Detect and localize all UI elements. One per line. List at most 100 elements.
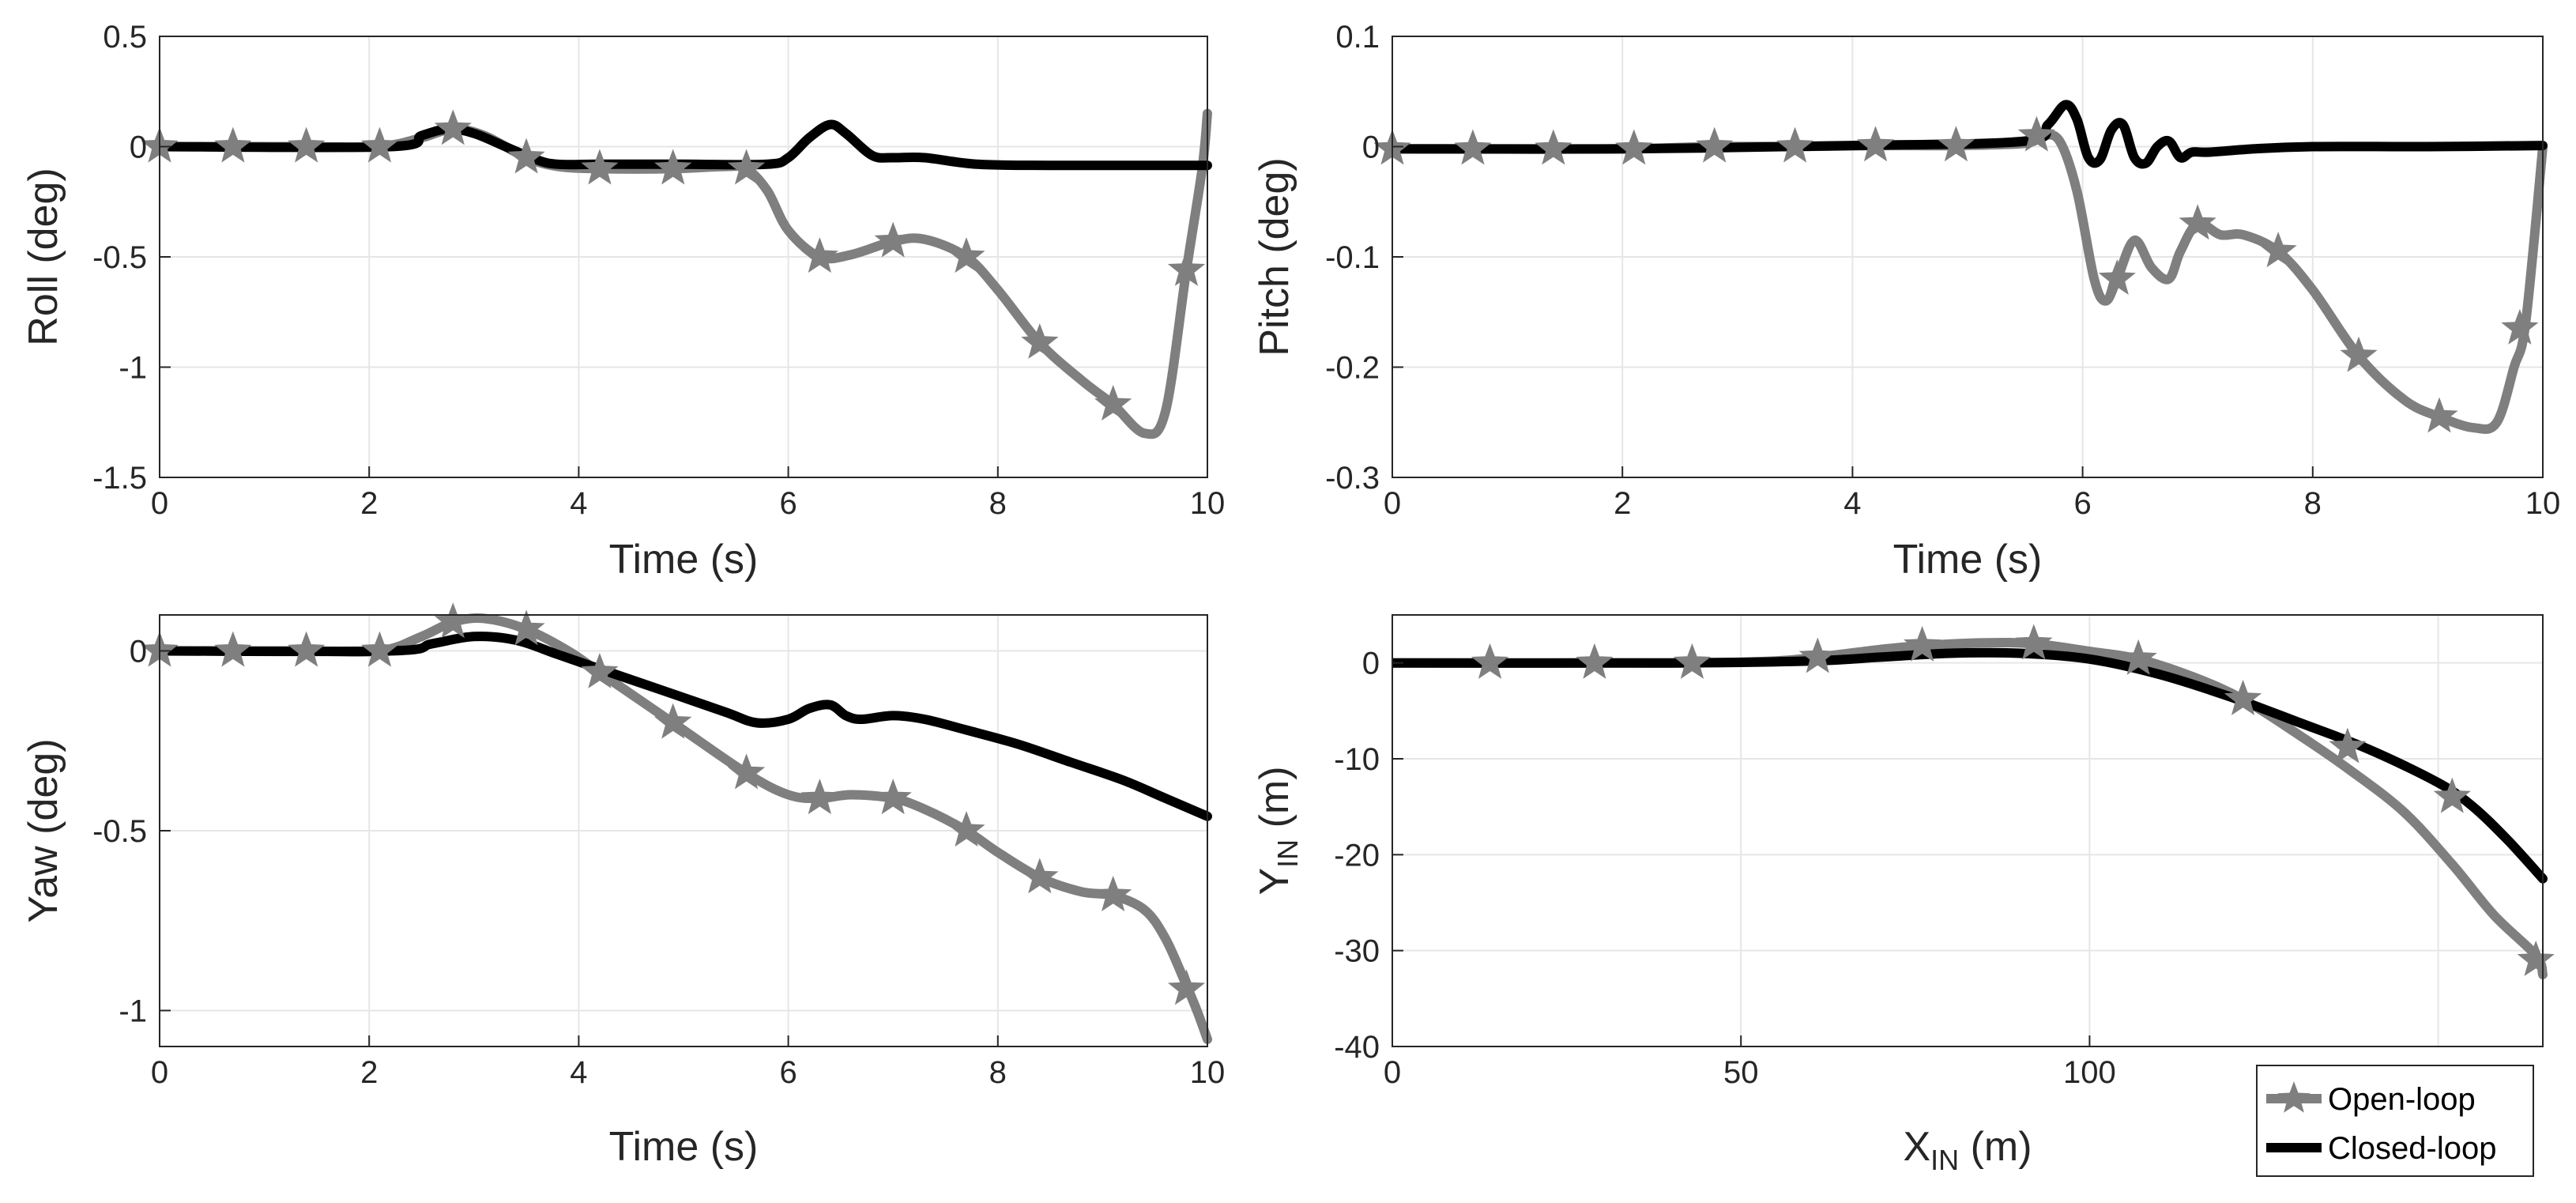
- roll-y-tick-label: 0.5: [103, 20, 147, 55]
- pitch-markers: [1373, 115, 2539, 433]
- yaw-ticks: 0 2 4 6 8 10 0 -0.5 -1: [92, 635, 1225, 1091]
- yaw-x-tick-label: 2: [360, 1055, 378, 1090]
- pitch-open-loop-marker: [2501, 308, 2539, 345]
- yaw-y-tick-label: -0.5: [92, 814, 147, 849]
- pitch-open-loop-marker: [2340, 336, 2378, 372]
- yaw-open-loop-marker: [727, 753, 766, 790]
- pitch-panel: 0 2 4 6 8 10 0.1 0 -0.1 -0.2 -0.3 Time (s) Pitch (…: [1252, 20, 2560, 583]
- yaw-markers: [141, 602, 1206, 1005]
- roll-x-tick-label: 10: [1190, 486, 1226, 521]
- pitch-open-loop-marker: [1937, 126, 1975, 162]
- traj-open-loop-marker: [2224, 679, 2262, 715]
- yaw-x-tick-label: 0: [151, 1055, 168, 1090]
- roll-x-tick-label: 4: [570, 486, 587, 521]
- yaw-open-loop-marker: [1094, 876, 1132, 912]
- legend-open-loop-label: Open-loop: [2328, 1082, 2476, 1117]
- yaw-open-loop-marker: [1167, 969, 1206, 1005]
- legend-box: [2256, 1065, 2534, 1177]
- roll-markers: [141, 109, 1206, 421]
- yaw-open-loop-marker: [874, 779, 912, 815]
- pitch-x-tick-label: 10: [2525, 486, 2561, 521]
- roll-y-tick-label: -0.5: [92, 240, 147, 275]
- yaw-grid: [159, 615, 1208, 1046]
- roll-y-tick-label: -1: [119, 351, 147, 386]
- yaw-x-tick-label: 8: [989, 1055, 1007, 1090]
- trajectory-axes-box: [1392, 614, 2544, 1047]
- yaw-open-loop-line: [160, 613, 1212, 1044]
- roll-open-loop-marker: [287, 126, 326, 163]
- traj-open-loop-marker: [1798, 637, 1836, 673]
- pitch-open-loop-marker: [1615, 129, 1653, 165]
- roll-open-loop-marker: [654, 149, 692, 185]
- trajectory-y-label-sub: IN: [1271, 839, 1304, 868]
- pitch-y-tick-label: 0: [1362, 130, 1380, 165]
- pitch-y-label: Pitch (deg): [1252, 157, 1297, 356]
- yaw-open-loop-marker: [507, 609, 545, 646]
- traj-y-tick-label: -40: [1334, 1030, 1380, 1065]
- pitch-x-tick-label: 2: [1614, 486, 1631, 521]
- traj-closed-loop-line: [1392, 647, 2548, 884]
- pitch-y-tick-label: -0.3: [1325, 461, 1380, 496]
- roll-open-loop-marker: [434, 109, 472, 145]
- pitch-plot-lines: [1392, 100, 2548, 434]
- pitch-y-tick-label: -0.2: [1325, 351, 1380, 386]
- pitch-open-loop-marker: [1696, 126, 1734, 163]
- pitch-open-loop-marker: [2420, 397, 2458, 433]
- legend: Open-loop Closed-loop: [2256, 1065, 2534, 1177]
- trajectory-y-label: YIN (m): [1252, 766, 1304, 895]
- trajectory-x-label-unit: (m): [1959, 1124, 2032, 1170]
- yaw-plot-lines: [160, 613, 1212, 1044]
- legend-open-loop-star: [2277, 1081, 2310, 1113]
- traj-open-loop-marker: [2119, 639, 2157, 675]
- pitch-x-tick-label: 4: [1843, 486, 1861, 521]
- trajectory-grid: [1392, 615, 2543, 1047]
- trajectory-x-label: XIN (m): [1903, 1124, 2032, 1176]
- roll-open-loop-marker: [947, 237, 985, 273]
- roll-open-loop-marker: [507, 138, 545, 174]
- pitch-open-loop-marker: [1535, 129, 1572, 165]
- roll-open-loop-marker: [581, 149, 619, 185]
- roll-open-loop-marker: [1094, 385, 1132, 421]
- yaw-x-tick-label: 10: [1190, 1055, 1226, 1090]
- roll-y-tick-label: 0: [130, 130, 147, 165]
- roll-x-tick-label: 2: [360, 486, 378, 521]
- traj-open-loop-marker: [2517, 940, 2555, 976]
- trajectory-y-label-unit: (m): [1252, 766, 1297, 839]
- yaw-open-loop-marker: [654, 703, 692, 739]
- roll-open-loop-marker: [800, 237, 838, 273]
- trajectory-y-label-main: Y: [1252, 868, 1297, 896]
- pitch-open-loop-marker: [2259, 232, 2297, 268]
- roll-x-tick-label: 6: [779, 486, 797, 521]
- yaw-open-loop-marker: [360, 631, 399, 667]
- roll-open-loop-marker: [727, 149, 766, 185]
- roll-y-tick-label: -1.5: [92, 461, 147, 496]
- yaw-y-tick-label: -1: [119, 994, 147, 1029]
- trajectory-x-label-sub: IN: [1930, 1144, 1959, 1176]
- traj-x-tick-label: 100: [2063, 1055, 2116, 1090]
- traj-y-tick-label: -20: [1334, 838, 1380, 873]
- trajectory-markers: [1471, 624, 2555, 976]
- traj-y-tick-label: 0: [1362, 647, 1380, 681]
- trajectory-x-label-main: X: [1903, 1124, 1930, 1170]
- pitch-open-loop-line: [1392, 130, 2548, 434]
- roll-open-loop-marker: [1021, 322, 1059, 359]
- traj-open-loop-marker: [2329, 727, 2367, 764]
- pitch-x-tick-label: 6: [2073, 486, 2091, 521]
- yaw-open-loop-marker: [287, 631, 326, 667]
- pitch-open-loop-marker: [2098, 259, 2136, 296]
- yaw-x-tick-label: 4: [570, 1055, 587, 1090]
- traj-open-loop-marker: [2433, 777, 2471, 813]
- roll-ticks: 0 2 4 6 8 10 0.5 0 -0.5 -1 -1.5: [92, 20, 1225, 521]
- traj-open-loop-marker: [1673, 643, 1712, 679]
- roll-x-tick-label: 0: [151, 486, 168, 521]
- yaw-y-label: Yaw (deg): [21, 738, 66, 922]
- traj-x-tick-label: 0: [1384, 1055, 1401, 1090]
- yaw-x-tick-label: 6: [779, 1055, 797, 1090]
- roll-panel: 0 2 4 6 8 10 0.5 0 -0.5 -1 -1.5 Time (s) Roll (deg…: [21, 20, 1225, 583]
- traj-y-tick-label: -30: [1334, 934, 1380, 969]
- yaw-closed-loop-line: [160, 632, 1212, 821]
- yaw-open-loop-marker: [581, 652, 619, 688]
- yaw-panel: 0 2 4 6 8 10 0 -0.5 -1 Time (s) Yaw (deg): [21, 602, 1225, 1170]
